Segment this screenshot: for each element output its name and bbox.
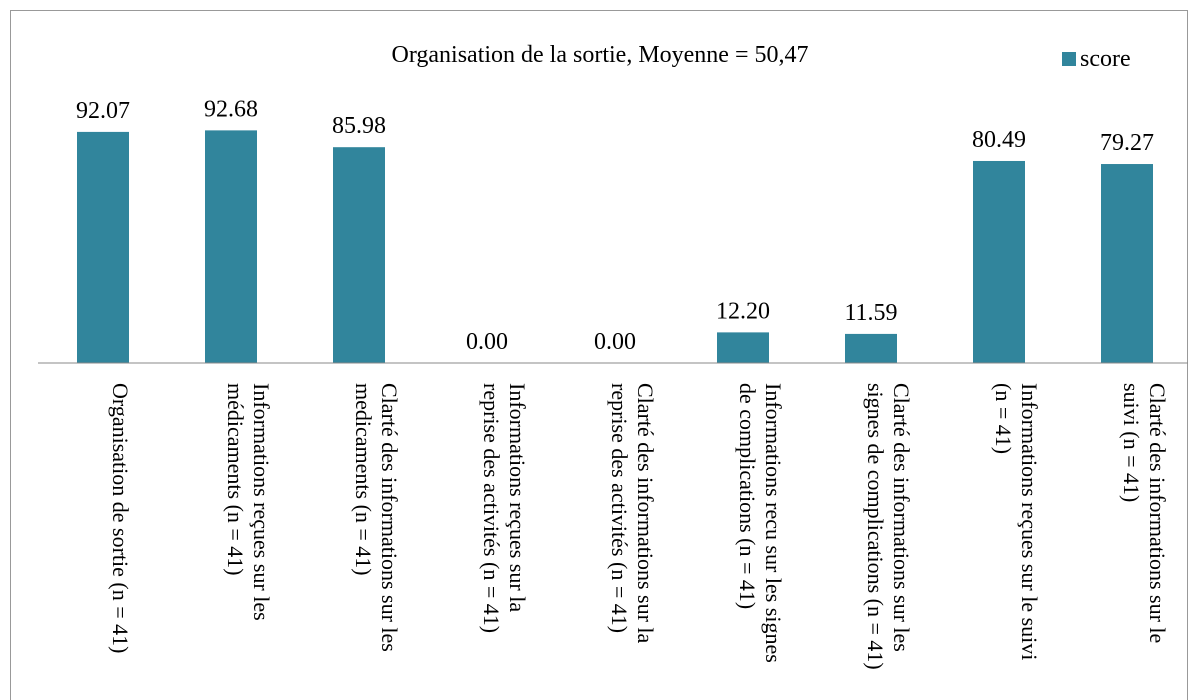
x-tick-label: Informations recu sur les signesde compl…: [735, 383, 786, 663]
x-tick-label: Clarté des informations sur lesmedicamen…: [351, 383, 402, 652]
x-tick-group: Informations reçues sur le suivi(n = 41): [991, 383, 1042, 660]
bar: [205, 130, 257, 363]
legend-label: score: [1080, 46, 1131, 72]
x-tick-label: Informations reçues sur lesmédicaments (…: [223, 383, 274, 621]
x-tick-group: Informations reçues sur lareprise des ac…: [479, 383, 530, 633]
x-tick-label: Informations reçues sur lareprise des ac…: [479, 383, 530, 633]
value-label: 92.68: [204, 96, 258, 122]
x-tick-group: Informations reçues sur lesmédicaments (…: [223, 383, 274, 621]
value-label: 0.00: [594, 329, 636, 355]
x-tick-group: Clarté des informations sur lessignes de…: [863, 383, 914, 670]
bar: [973, 160, 1025, 363]
legend-swatch: [1062, 52, 1076, 66]
x-tick-label: Clarté des informations sur lessignes de…: [863, 383, 914, 670]
value-label: 85.98: [332, 113, 386, 139]
x-tick-label: Clarté des informations sur lesuivi (n =…: [1119, 383, 1170, 643]
x-tick-group: Informations recu sur les signesde compl…: [735, 383, 786, 663]
value-label: 12.20: [716, 298, 770, 324]
bar: [845, 333, 897, 363]
x-tick-label: Organisation de sortie (n = 41): [108, 383, 133, 653]
value-label: 80.49: [972, 127, 1026, 153]
value-label: 11.59: [844, 300, 897, 326]
bar: [77, 131, 129, 363]
value-label: 92.07: [76, 98, 130, 124]
x-tick-group: Clarté des informations sur lesuivi (n =…: [1119, 383, 1170, 643]
x-tick-label: Informations reçues sur le suivi(n = 41): [991, 383, 1042, 660]
x-tick-group: Organisation de sortie (n = 41): [108, 383, 133, 653]
value-label: 79.27: [1100, 130, 1154, 156]
bar: [717, 332, 769, 363]
x-tick-label: Clarté des informations sur lareprise de…: [607, 383, 658, 644]
value-label: 0.00: [466, 329, 508, 355]
x-tick-group: Clarté des informations sur lareprise de…: [607, 383, 658, 644]
bar: [1101, 164, 1153, 363]
bar: [333, 147, 385, 363]
chart-title: Organisation de la sortie, Moyenne = 50,…: [391, 42, 808, 68]
x-tick-group: Clarté des informations sur lesmedicamen…: [351, 383, 402, 652]
